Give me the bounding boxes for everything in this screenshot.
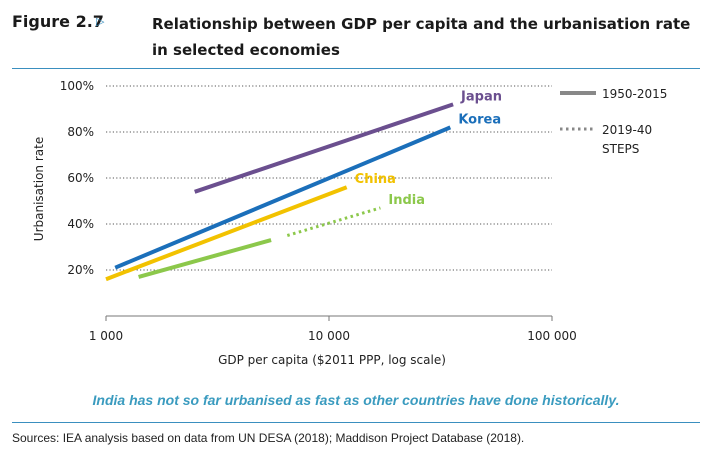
figure-arrow-icon: ▷	[96, 15, 105, 28]
series-labels: Japan Korea China India	[355, 89, 502, 207]
x-tick-label: 100 000	[527, 329, 577, 343]
series-japan-solid-line	[194, 102, 454, 194]
y-tick-label: 80%	[67, 125, 94, 139]
series-label-japan: Japan	[460, 89, 502, 104]
figure-title: Relationship between GDP per capita and …	[152, 15, 691, 59]
legend: 1950-2015 2019-40 STEPS	[560, 87, 667, 156]
bottom-divider	[12, 422, 700, 423]
series-label-korea: Korea	[458, 112, 501, 127]
y-tick-label: 40%	[67, 217, 94, 231]
y-axis-title: Urbanisation rate	[32, 137, 46, 241]
x-tick-label: 1 000	[89, 329, 123, 343]
legend-label-steps: 2019-40	[602, 123, 652, 137]
legend-label-steps: STEPS	[602, 142, 639, 156]
x-tick-label: 10 000	[308, 329, 350, 343]
sources-note: Sources: IEA analysis based on data from…	[12, 431, 525, 445]
caption: India has not so far urbanised as fast a…	[92, 392, 620, 408]
x-axis-title: GDP per capita ($2011 PPP, log scale)	[218, 353, 446, 367]
series-india-solid-line	[138, 238, 272, 279]
series-korea-solid-line	[114, 125, 452, 270]
series-label-china: China	[355, 172, 396, 187]
series-label-india: India	[388, 193, 425, 208]
top-divider	[12, 68, 700, 69]
y-tick-label: 100%	[60, 79, 94, 93]
series-lines	[105, 102, 454, 282]
figure-label: Figure 2.7	[12, 12, 104, 31]
series-india-dotted-line	[286, 206, 381, 237]
y-tick-label: 60%	[67, 171, 94, 185]
legend-label-historical: 1950-2015	[602, 87, 667, 101]
series-china-solid-line	[105, 185, 348, 282]
gridlines	[106, 85, 552, 271]
y-tick-label: 20%	[67, 263, 94, 277]
axes: 20% 40% 60% 80% 100% 1 000 10 000 100 000 GDP pe…	[32, 79, 577, 367]
chart: 20% 40% 60% 80% 100% 1 000 10 000 100 000 GDP pe…	[32, 79, 667, 367]
